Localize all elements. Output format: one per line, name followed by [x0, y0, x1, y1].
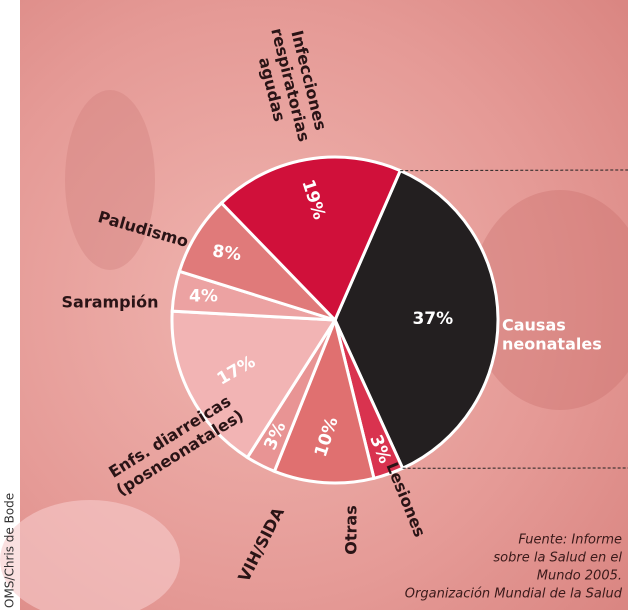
photo-shape	[65, 90, 155, 270]
source-note: sobre la Salud en el	[493, 551, 622, 566]
source-note: Organización Mundial de la Salud	[405, 587, 623, 602]
category-label: Otras	[342, 505, 361, 554]
label-line: Causas	[502, 315, 566, 334]
percent-label: 8%	[211, 241, 242, 265]
percent-label: 37%	[412, 309, 453, 329]
label-line: neonatales	[502, 334, 602, 353]
category-label: Sarampión	[62, 293, 159, 312]
photo-credit: OMS/Chris de Bode	[3, 493, 17, 608]
source-note: Mundo 2005.	[537, 569, 622, 584]
source-note: Fuente: Informe	[518, 533, 622, 548]
percent-label: 4%	[189, 286, 218, 306]
